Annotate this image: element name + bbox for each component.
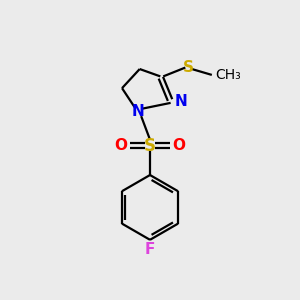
Text: S: S	[183, 60, 194, 75]
Text: CH₃: CH₃	[215, 68, 241, 82]
Text: O: O	[172, 138, 185, 153]
Text: S: S	[144, 136, 156, 154]
Text: N: N	[132, 104, 145, 119]
Text: F: F	[145, 242, 155, 257]
Text: O: O	[115, 138, 128, 153]
Text: N: N	[174, 94, 187, 109]
